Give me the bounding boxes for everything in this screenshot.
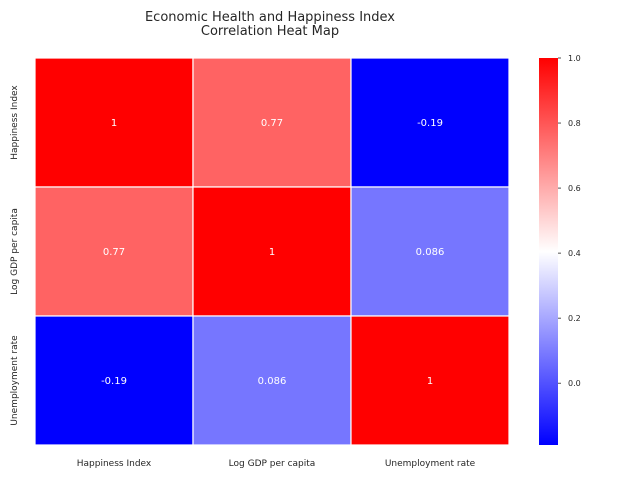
colorbar-tick-label-3: 0.6 — [568, 184, 581, 193]
y-tick-label-1: Log GDP per capita — [10, 208, 20, 295]
cell-value-label-0-0: 1 — [111, 118, 117, 129]
x-axis-tick-labels: Happiness Index Log GDP per capita Unemplo… — [77, 459, 476, 469]
heatmap-cell-0-0 — [34, 57, 194, 188]
colorbar-tick-label-5: 1.0 — [568, 54, 581, 63]
colorbar: 0.0 0.2 0.4 0.6 0.8 1.0 — [539, 54, 581, 445]
cell-value-label-1-2: 0.086 — [416, 247, 445, 258]
cell-value-label-2-1: 0.086 — [258, 376, 287, 387]
cell-value-label-0-2: -0.19 — [417, 118, 443, 129]
colorbar-tick-label-2: 0.4 — [568, 249, 581, 258]
heatmap-cell-2-2 — [350, 315, 510, 446]
colorbar-tick-label-0: 0.0 — [568, 379, 581, 388]
x-tick-label-2: Unemployment rate — [385, 459, 476, 469]
heatmap-cell-0-1 — [192, 57, 352, 188]
cell-value-label-0-1: 0.77 — [261, 118, 283, 129]
heatmap-cells: 1 0.77 -0.19 0.77 1 0.086 -0.19 0.086 1 — [34, 57, 510, 446]
colorbar-tick-label-4: 0.8 — [568, 119, 581, 128]
heatmap-cell-2-1 — [192, 315, 352, 446]
cell-value-label-2-2: 1 — [427, 376, 433, 387]
colorbar-tick-label-1: 0.2 — [568, 314, 581, 323]
chart-title-line-2: Correlation Heat Map — [201, 24, 339, 39]
colorbar-gradient — [539, 58, 558, 445]
x-tick-label-0: Happiness Index — [77, 459, 152, 469]
heatmap-cell-2-0 — [34, 315, 194, 446]
heatmap-cell-0-2 — [350, 57, 510, 188]
heatmap-cell-1-0 — [34, 186, 194, 317]
chart-title-line-1: Economic Health and Happiness Index — [145, 10, 395, 25]
cell-value-label-2-0: -0.19 — [101, 376, 127, 387]
cell-value-label-1-1: 1 — [269, 247, 275, 258]
y-tick-label-2: Unemployment rate — [10, 335, 20, 426]
y-axis-tick-labels: Happiness Index Log GDP per capita Unemplo… — [10, 85, 20, 426]
x-tick-label-1: Log GDP per capita — [229, 459, 316, 469]
heatmap-cell-1-1 — [192, 186, 352, 317]
y-tick-label-0: Happiness Index — [10, 85, 20, 160]
heatmap-cell-1-2 — [350, 186, 510, 317]
cell-value-label-1-0: 0.77 — [103, 247, 125, 258]
